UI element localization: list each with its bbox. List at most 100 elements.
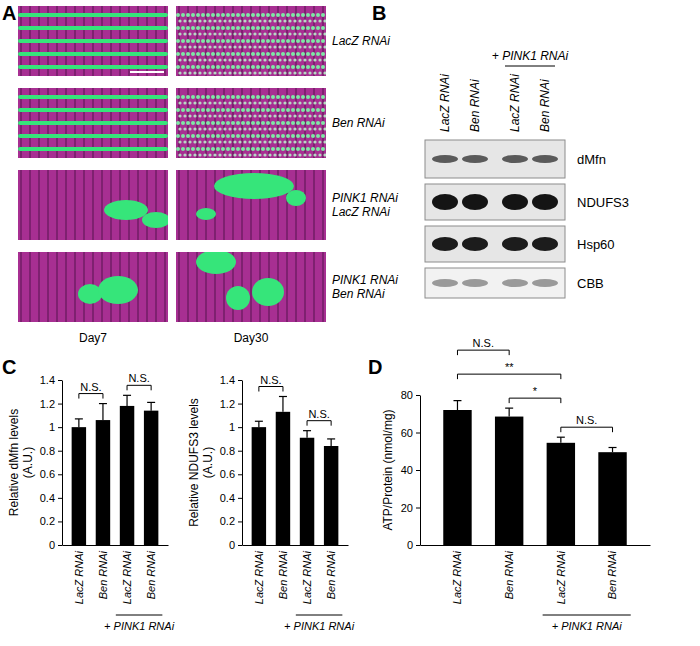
x-tick: LacZ RNAi [73, 550, 85, 604]
mitochondria [316, 26, 320, 30]
mitochondria [316, 65, 320, 69]
mitochondria [303, 19, 306, 22]
mitochondria [213, 71, 216, 74]
mitochondria [311, 121, 315, 125]
micrograph [18, 88, 168, 158]
mitochondria [218, 127, 221, 130]
mitochondria [261, 65, 265, 69]
mitochondria [308, 32, 311, 35]
mitochondria [258, 101, 261, 104]
mitochondria [231, 26, 235, 30]
mitochondria [208, 58, 211, 61]
mitochondria [261, 26, 265, 30]
mitochondria [238, 101, 241, 104]
mitochondria [258, 71, 261, 74]
mitochondria [291, 147, 295, 151]
mitochondria [218, 114, 221, 117]
mitochondria [208, 19, 211, 22]
y-tick: 0 [49, 539, 62, 551]
micrographs: LacZ RNAiBen RNAiPINK1 RNAiLacZ RNAiPINK… [18, 6, 398, 345]
mitochondria [218, 32, 221, 35]
mitochondria [223, 71, 226, 74]
significance-bracket [561, 427, 613, 432]
mitochondria [206, 108, 210, 112]
mitochondria [311, 108, 315, 112]
mitochondria [296, 65, 300, 69]
mitochondria [178, 19, 181, 22]
mitochondria [231, 95, 235, 99]
mitochondria [271, 65, 275, 69]
error-bar [282, 397, 283, 412]
mitochondria [293, 32, 296, 35]
micrograph-background [18, 6, 168, 76]
mitochondria [241, 108, 245, 112]
striation [178, 252, 180, 322]
mitochondria [286, 52, 290, 56]
y-axis: 00.20.40.60.811.21.4 [220, 374, 243, 551]
striation [20, 170, 22, 240]
y-tick-label: 20 [401, 502, 413, 514]
mitochondria [248, 71, 251, 74]
mitochondria [281, 39, 285, 43]
mitochondria [188, 153, 191, 156]
mitochondria [301, 108, 305, 112]
y-tick-label: 1.4 [220, 374, 235, 386]
band [502, 194, 528, 210]
y-tick-mark [416, 470, 420, 471]
mitochondria [268, 32, 271, 35]
mitochondria [253, 153, 256, 156]
mitochondria [223, 58, 226, 61]
y-tick-label: 1.2 [40, 398, 55, 410]
significance-bracket [307, 421, 331, 426]
error-cap [557, 437, 565, 438]
significance-bracket [509, 398, 561, 403]
panel-label: C [2, 356, 16, 378]
mitochondria [308, 114, 311, 117]
mitochondria [198, 58, 201, 61]
mitochondria [176, 108, 180, 112]
mitochondria [286, 95, 290, 99]
micrograph-background [18, 252, 168, 322]
x-tick: LacZ RNAi [301, 550, 313, 604]
mitochondria [198, 114, 201, 117]
mitochondria [236, 108, 240, 112]
mitochondria [306, 13, 310, 17]
band [532, 155, 558, 163]
mitochondria [188, 140, 191, 143]
mitochondria [318, 71, 321, 74]
mitochondria [243, 45, 246, 48]
mitochondria [228, 19, 231, 22]
mitochondria [313, 140, 316, 143]
mitochondria [188, 114, 191, 117]
mitochondria [193, 114, 196, 117]
mitochondria [246, 108, 250, 112]
striation [47, 170, 49, 240]
y-axis-line [242, 381, 243, 546]
mitochondria [181, 108, 185, 112]
y-tick: 0.4 [40, 492, 62, 504]
mitochondria [301, 26, 305, 30]
mitochondria [261, 147, 265, 151]
error-cap [505, 408, 513, 409]
mitochondria [278, 127, 281, 130]
error-cap [303, 430, 311, 431]
mitochondria [276, 52, 280, 56]
mitochondria [253, 19, 256, 22]
mitochondria [261, 52, 265, 56]
striation [295, 252, 297, 322]
x-tick: LacZ RNAi [121, 550, 133, 604]
mitochondria [203, 45, 206, 48]
y-tick-mark [58, 427, 62, 428]
mitochondria [288, 140, 291, 143]
mitochondria [251, 52, 255, 56]
mitochondria [191, 121, 195, 125]
mitochondria [306, 39, 310, 43]
mitochondria [231, 13, 235, 17]
x-tick-label: Ben RNAi [145, 550, 157, 599]
mitochondria [321, 134, 325, 138]
mitochondria [283, 127, 286, 130]
striation [83, 170, 85, 240]
y-tick: 60 [401, 427, 420, 439]
mitochondria [308, 19, 311, 22]
bar [276, 412, 290, 545]
